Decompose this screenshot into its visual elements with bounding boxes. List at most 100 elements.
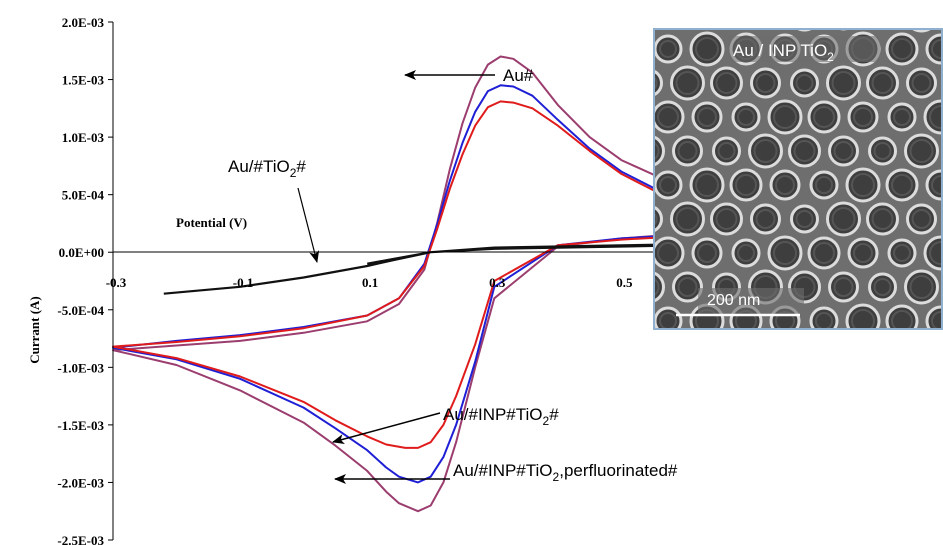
label-au-inp-tio2: Au/#INP#TiO2# <box>443 405 559 428</box>
sem-pore-inner <box>909 275 934 299</box>
sem-pore-inner <box>698 380 716 398</box>
sem-pore <box>795 29 814 32</box>
sem-pore-inner <box>909 139 934 163</box>
sem-pore-inner <box>677 141 698 161</box>
y-tick-label: 5.0E-04 <box>62 188 105 203</box>
y-tick-label: -2.5E-03 <box>57 533 104 545</box>
sem-pore-inner <box>875 7 891 23</box>
sem-inset-title-backdrop <box>728 36 880 62</box>
sem-pore-inner <box>930 378 943 400</box>
sem-pore <box>868 136 897 166</box>
sem-pore-inner <box>833 344 855 366</box>
sem-pore <box>887 102 917 132</box>
sem-pore-inner <box>643 9 655 21</box>
y-tick-label: 1.0E-03 <box>62 130 105 145</box>
y-tick-labels: 2.0E-03 1.5E-03 1.0E-03 5.0E-04 0.0E+00 -5.0E… <box>57 15 113 545</box>
sem-pore <box>769 373 801 405</box>
sem-pore <box>678 5 698 25</box>
sem-pore-inner <box>654 211 658 227</box>
sem-pore <box>908 341 936 369</box>
sem-pore-inner <box>853 243 873 263</box>
sem-pore-inner <box>911 73 932 93</box>
sem-pore-inner <box>618 106 640 128</box>
sem-pore <box>731 238 761 268</box>
sem-pore-inner <box>659 40 677 58</box>
sem-pore <box>828 339 860 371</box>
sem-pore <box>885 304 919 329</box>
sem-pore-inner <box>891 174 913 196</box>
sem-pore <box>672 339 704 371</box>
scale-bar-backdrop <box>698 288 804 314</box>
sem-pore-inner <box>659 312 677 329</box>
sem-pore <box>654 69 663 97</box>
sem-pore-inner <box>815 176 833 194</box>
sem-pore-inner <box>833 277 854 297</box>
sem-pore-inner <box>851 173 875 197</box>
sem-pore <box>911 29 932 33</box>
sem-pore-inner <box>911 4 933 26</box>
series-line-1 <box>112 55 813 513</box>
sem-pore <box>638 4 660 26</box>
sem-inset: Au / INP TiO2 200 nm <box>615 4 943 405</box>
sem-pore <box>836 29 851 31</box>
sem-pore <box>925 373 943 405</box>
sem-pore-inner <box>683 10 693 20</box>
x-tick-label: 0.1 <box>362 275 378 290</box>
x-axis-title: Potential (V) <box>176 215 247 230</box>
annotations: Au# Au/#TiO2# Au/#INP#TiO2# Au/#INP#TiO2… <box>228 66 678 484</box>
sem-pore-inner <box>774 378 796 400</box>
sem-pore-inner <box>893 244 911 262</box>
sem-pore <box>636 342 662 368</box>
sem-pore <box>845 303 881 329</box>
sem-pore <box>654 170 683 200</box>
x-tick-label: 0.3 <box>489 275 506 290</box>
sem-pore <box>790 204 819 234</box>
y-tick-label: 1.5E-03 <box>62 73 105 88</box>
sem-pore-inner <box>675 71 700 95</box>
sem-pore <box>809 374 839 404</box>
scale-bar-label: 200 nm <box>707 292 760 309</box>
arrow-au-inp-tio2 <box>332 412 441 444</box>
sem-pore-inner <box>793 140 816 162</box>
sem-pore <box>654 205 663 233</box>
sem-pore <box>712 136 741 166</box>
x-tick-label: 0.5 <box>616 275 633 290</box>
sem-inset-border <box>653 28 943 330</box>
sem-pore <box>654 306 683 329</box>
sem-pore-inner <box>813 242 835 264</box>
x-tick-label: -0.3 <box>106 275 127 290</box>
sem-pore-inner <box>737 244 755 262</box>
sem-pore-inner <box>659 176 677 194</box>
sem-pore-inner <box>717 345 737 365</box>
sem-pore <box>712 340 742 370</box>
sem-pore <box>733 376 759 402</box>
sem-pore <box>792 342 818 368</box>
sem-pore-inner <box>757 346 775 364</box>
sem-pore-inner <box>775 175 795 195</box>
sem-pore <box>868 272 897 302</box>
sem-pore-inner <box>795 210 814 228</box>
sem-pore-inner <box>913 346 931 364</box>
sem-pore-inner <box>737 108 755 126</box>
sem-pore-inner <box>654 75 658 91</box>
sem-pore <box>868 340 898 370</box>
y-tick-label: 2.0E-03 <box>62 15 105 30</box>
sem-pore-inner <box>831 207 856 231</box>
sem-pore-inner <box>620 312 638 330</box>
sem-pore <box>615 307 643 335</box>
sem-pore <box>889 376 915 402</box>
sem-pore <box>790 68 819 98</box>
sem-pore-inner <box>873 345 893 365</box>
y-axis-title: Currant (A) <box>27 296 42 364</box>
sem-pore-inner <box>759 8 773 22</box>
sem-pore <box>693 375 721 403</box>
y-tick-label: -2.0E-03 <box>57 475 104 490</box>
sem-pore-inner <box>795 74 814 92</box>
sem-pore-inner <box>797 347 813 363</box>
y-tick-label: -5.0E-04 <box>57 303 104 318</box>
sem-pore-inner <box>854 380 872 398</box>
sem-pore-inner <box>657 106 679 128</box>
y-tick-label: -1.5E-03 <box>57 418 104 433</box>
sem-pore-inner <box>891 38 913 60</box>
